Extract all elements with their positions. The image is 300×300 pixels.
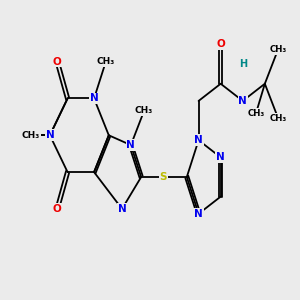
Text: S: S xyxy=(160,172,167,182)
Text: N: N xyxy=(46,130,54,140)
Text: N: N xyxy=(216,152,225,162)
Text: O: O xyxy=(216,40,225,50)
Text: N: N xyxy=(118,204,126,214)
Text: N: N xyxy=(194,209,203,219)
Text: CH₃: CH₃ xyxy=(22,131,40,140)
Text: N: N xyxy=(127,140,135,150)
Text: H: H xyxy=(239,59,247,69)
Text: O: O xyxy=(53,57,62,67)
Text: O: O xyxy=(53,204,62,214)
Text: CH₃: CH₃ xyxy=(269,45,287,54)
Text: N: N xyxy=(194,135,203,145)
Text: CH₃: CH₃ xyxy=(269,114,287,123)
Text: N: N xyxy=(90,94,98,103)
Text: CH₃: CH₃ xyxy=(97,57,115,66)
Text: N: N xyxy=(238,96,247,106)
Text: CH₃: CH₃ xyxy=(135,106,153,115)
Text: CH₃: CH₃ xyxy=(248,109,265,118)
